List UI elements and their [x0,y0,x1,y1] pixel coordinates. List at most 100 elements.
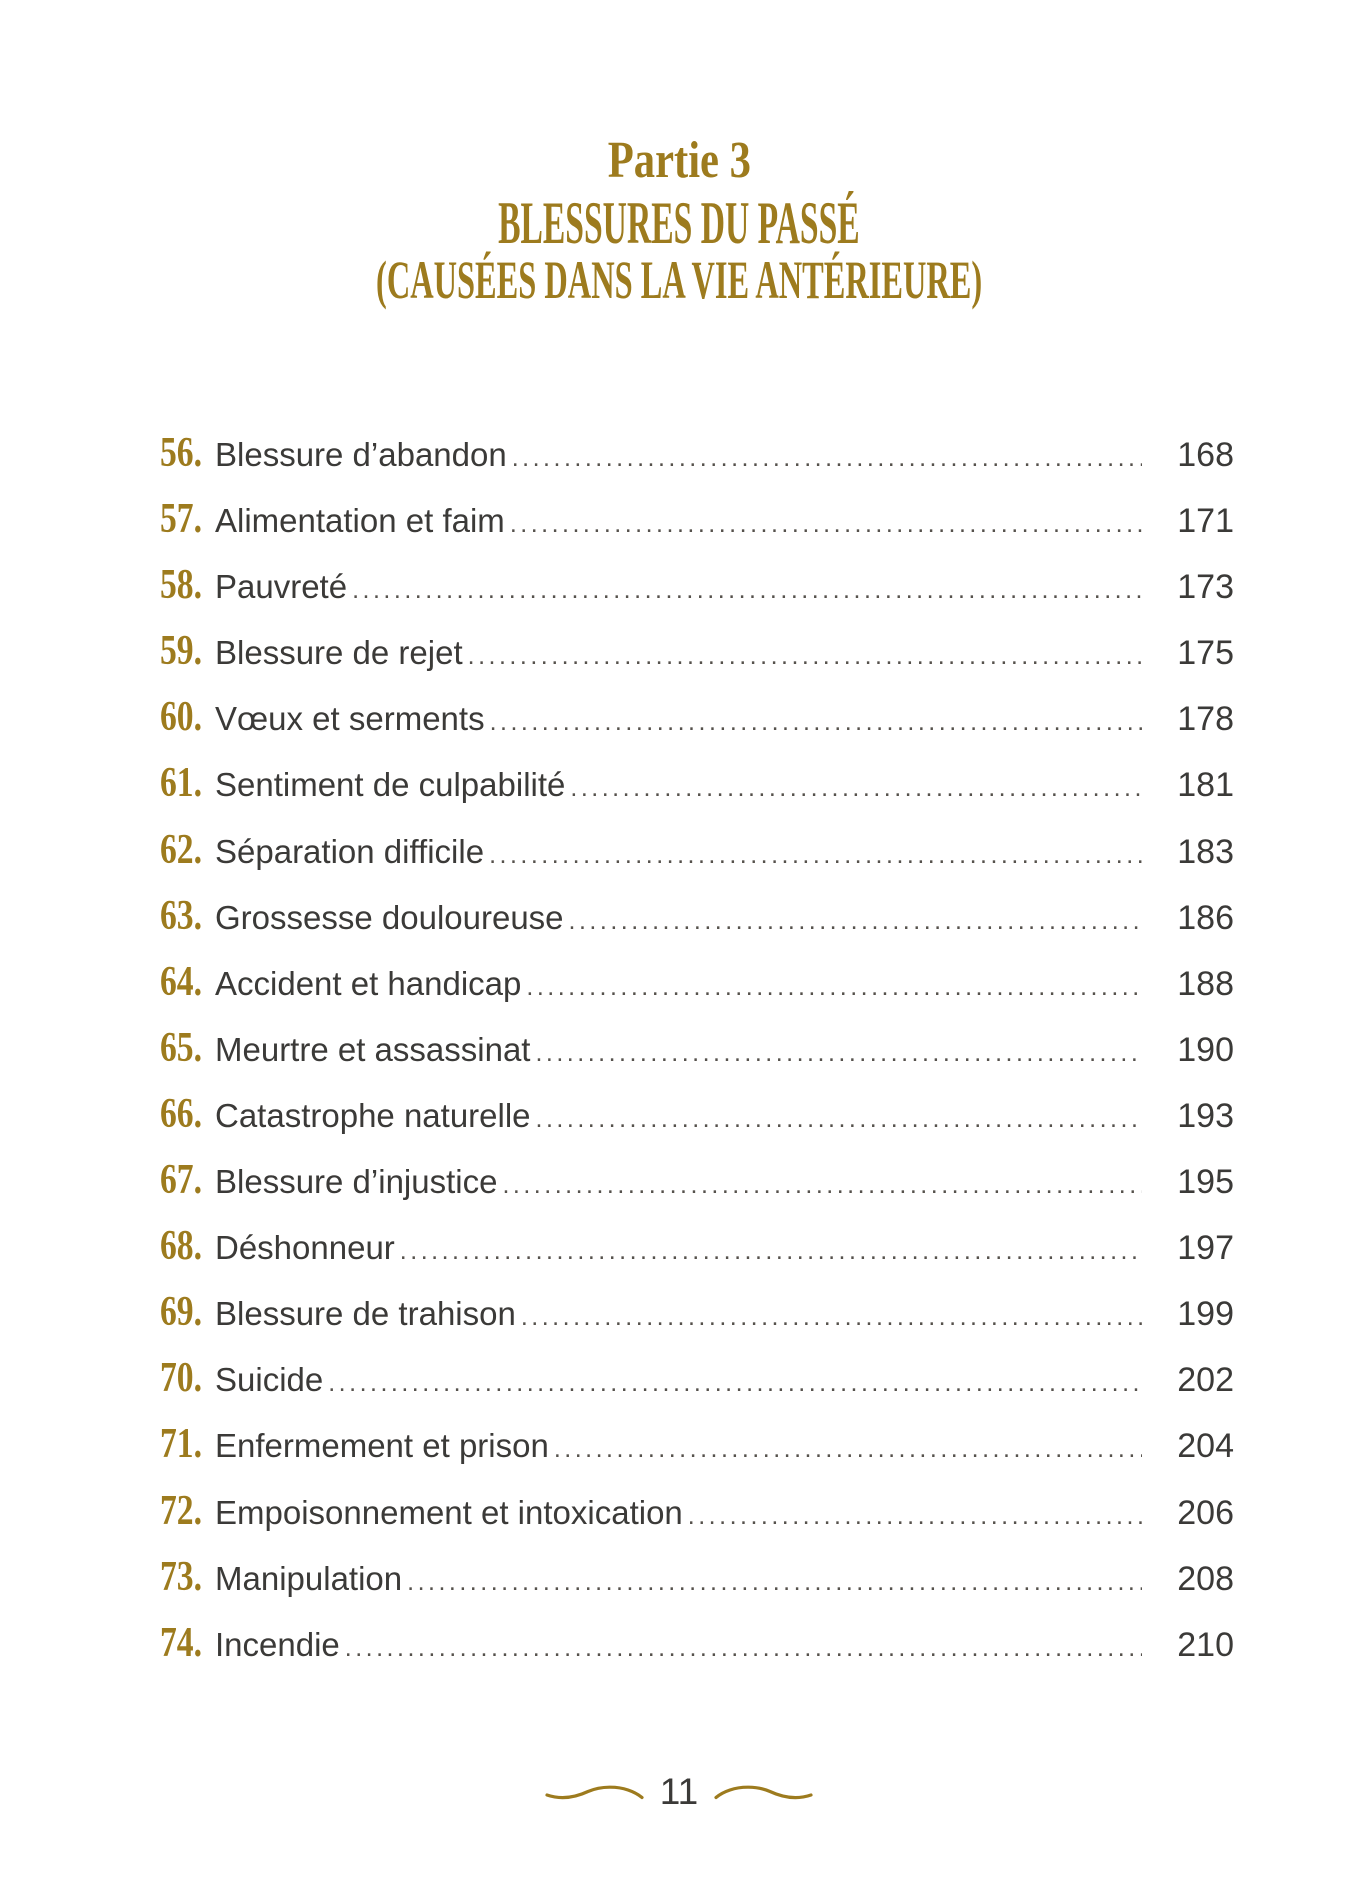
toc-entry-number: 57. [160,496,202,543]
toc-entry-label: Empoisonnement et intoxication [215,1493,683,1531]
flourish-right-icon [714,1785,813,1800]
toc-entry-number: 56. [160,430,202,476]
toc-entry-page: 202 [1177,1361,1234,1400]
toc-entry: 58. Pauvreté ...........................… [146,552,1234,618]
toc-entry: 64. Accident et handicap ...............… [146,949,1234,1015]
toc-entry: 61. Sentiment de culpabilité ...........… [146,750,1234,816]
toc-entry: 56. Blessure d’abandon .................… [146,420,1234,486]
toc-entry-label: Incendie [215,1625,340,1663]
toc-entry-page: 195 [1177,1163,1234,1202]
toc-entry-number: 58. [160,562,202,609]
part-subtitle: (CAUSÉES DANS LA VIE ANTÉRIEURE) [0,252,1358,308]
dot-leader: ........................................… [570,774,1142,803]
toc-entry-number: 67. [160,1157,202,1204]
toc-entry: 57. Alimentation et faim ...............… [146,486,1234,552]
dot-leader: ........................................… [553,1435,1142,1464]
toc-entry-page: 188 [1177,964,1234,1003]
dot-leader: ........................................… [535,1038,1142,1067]
dot-leader: ........................................… [407,1567,1142,1596]
dot-leader: ........................................… [568,906,1142,935]
toc-entry-number: 60. [160,694,202,741]
toc-entry-page: 208 [1177,1559,1234,1598]
toc-entry: 68. Déshonneur .........................… [146,1213,1234,1279]
dot-leader: ........................................… [467,642,1142,671]
toc-entry-number: 63. [160,892,202,939]
dot-leader: ........................................… [520,1303,1142,1332]
part-title: BLESSURES DU PASSÉ [0,193,1358,253]
toc-entry-number: 66. [160,1090,202,1137]
toc-entry-number: 70. [160,1355,202,1402]
toc-entry: 70. Suicide ............................… [146,1345,1234,1411]
toc-entry-number: 61. [160,760,202,807]
toc-entry-page: 199 [1177,1295,1234,1334]
toc-entry-page: 178 [1177,700,1234,739]
toc-entry-label: Vœux et serments [215,700,485,738]
dot-leader: ........................................… [328,1369,1142,1398]
toc-entry: 65. Meurtre et assassinat ..............… [146,1015,1234,1081]
toc-entry-page: 210 [1177,1625,1234,1664]
toc-entry-label: Suicide [215,1361,324,1399]
toc-entry-page: 183 [1177,832,1234,871]
toc-entry: 59. Blessure de rejet ..................… [146,618,1234,684]
part-label-text: Partie 3 [607,132,751,189]
toc-entry-page: 190 [1177,1030,1234,1069]
toc-entry: 62. Séparation difficile ...............… [146,817,1234,883]
toc-entry: 67. Blessure d’injustice ...............… [146,1147,1234,1213]
toc-entry-page: 168 [1177,436,1234,474]
dot-leader: ........................................… [535,1104,1142,1133]
toc-entry-number: 62. [160,826,202,873]
part-subtitle-text: (CAUSÉES DANS LA VIE ANTÉRIEURE) [375,250,983,310]
toc-entry-page: 171 [1177,502,1234,541]
toc-entry-page: 186 [1177,898,1234,937]
toc-entry-label: Blessure d’abandon [215,436,507,473]
toc-entry: 71. Enfermement et prison ..............… [146,1411,1234,1477]
toc-entry-label: Accident et handicap [215,964,522,1002]
toc-entry-number: 68. [160,1223,202,1270]
toc-entry: 63. Grossesse douloureuse ..............… [146,883,1234,949]
toc-entry-number: 59. [160,628,202,675]
toc-entry-label: Catastrophe naturelle [215,1096,531,1134]
toc-entry: 60. Vœux et serments ...................… [146,684,1234,750]
dot-leader: ........................................… [399,1237,1142,1266]
toc-entry-label: Alimentation et faim [215,502,505,540]
toc-entry-page: 181 [1177,766,1234,805]
toc-entry-label: Séparation difficile [215,832,485,870]
toc-entry: 73. Manipulation .......................… [146,1544,1234,1610]
dot-leader: ........................................… [526,972,1142,1001]
toc-entry: 69. Blessure de trahison ...............… [146,1279,1234,1345]
toc-entry-label: Pauvreté [215,568,348,606]
flourish-left-icon [545,1785,644,1800]
toc-entry-label: Déshonneur [215,1229,395,1267]
dot-leader: ........................................… [489,840,1142,869]
toc-entry: 66. Catastrophe naturelle ..............… [146,1081,1234,1147]
dot-leader: ........................................… [511,444,1142,472]
toc-entry-page: 204 [1177,1427,1234,1466]
toc-entry-label: Enfermement et prison [215,1427,549,1465]
part-label: Partie 3 [0,128,1358,194]
toc-entry-number: 74. [160,1619,202,1666]
toc-entry-label: Blessure de rejet [215,634,463,672]
table-of-contents: 56. Blessure d’abandon .................… [146,420,1234,1676]
toc-entry-number: 72. [160,1487,202,1534]
toc-entry-page: 197 [1177,1229,1234,1268]
toc-entry-label: Manipulation [215,1559,403,1597]
toc-entry-number: 71. [160,1421,202,1468]
page-footer: 11 [0,1768,1358,1816]
toc-entry-label: Blessure de trahison [215,1295,516,1333]
toc-entry-number: 65. [160,1024,202,1071]
dot-leader: ........................................… [344,1633,1142,1662]
toc-entry: 72. Empoisonnement et intoxication .....… [146,1478,1234,1544]
toc-entry-label: Grossesse douloureuse [215,898,564,936]
dot-leader: ........................................… [489,708,1142,737]
toc-entry-label: Blessure d’injustice [215,1163,498,1201]
dot-leader: ........................................… [352,576,1142,605]
toc-entry-page: 173 [1177,568,1234,607]
toc-entry: 74. Incendie ...........................… [146,1610,1234,1676]
toc-entry-number: 64. [160,958,202,1005]
toc-entry-page: 175 [1177,634,1234,673]
dot-leader: ........................................… [509,510,1142,539]
toc-entry-number: 69. [160,1289,202,1336]
toc-entry-page: 193 [1177,1096,1234,1135]
toc-entry-number: 73. [160,1553,202,1600]
